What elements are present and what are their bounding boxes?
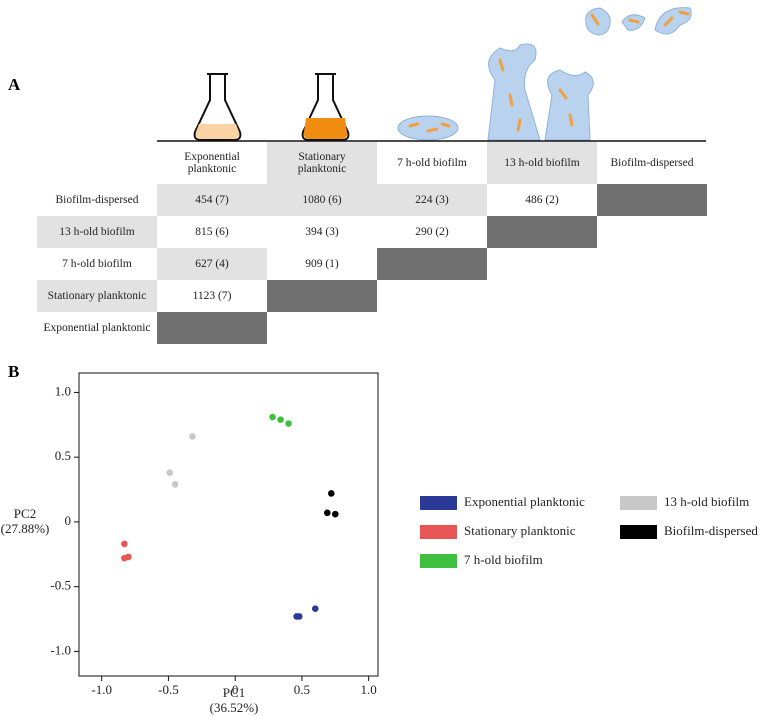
cell-text: 909 (1): [305, 258, 339, 270]
cell-text: 7 h-old biofilm: [397, 157, 467, 169]
legend-swatch: [620, 525, 657, 539]
table-cell: 815 (6): [157, 216, 267, 248]
point: [331, 510, 339, 518]
column-header: 7 h-old biofilm: [377, 142, 487, 184]
y-tick-label: -1.0: [50, 642, 71, 657]
point: [323, 509, 331, 517]
legend-label: 7 h-old biofilm: [464, 552, 543, 567]
cell-text: 13 h-old biofilm: [504, 157, 580, 169]
row-header: Biofilm-dispersed: [37, 184, 157, 216]
x-tick-label: 0: [232, 682, 239, 697]
flask-stationary: [301, 73, 350, 141]
y-tick-label: 0: [65, 513, 72, 528]
empty-cell: [157, 312, 267, 344]
table-cell: 486 (2): [487, 184, 597, 216]
point: [269, 413, 276, 421]
y-tick-label: -0.5: [50, 578, 71, 593]
cell-text: Stationary planktonic: [297, 151, 347, 175]
cell-text: 394 (3): [305, 226, 339, 238]
point: [171, 481, 179, 488]
point: [166, 469, 174, 477]
table-cell: 627 (4): [157, 248, 267, 280]
cell-text: 290 (2): [415, 226, 449, 238]
legend-swatch: [420, 525, 457, 539]
column-header: Biofilm-dispersed: [597, 142, 707, 184]
table-cell: 1080 (6): [267, 184, 377, 216]
cell-text: 454 (7): [195, 194, 229, 206]
y-axis-label: PC2: [14, 506, 36, 521]
empty-cell: [267, 280, 377, 312]
x-tick-label: 1.0: [361, 682, 377, 697]
x-axis-label: PC1: [223, 685, 245, 700]
cell-text: 1123 (7): [192, 290, 232, 302]
column-header: Exponential planktonic: [157, 142, 267, 184]
cell-text: 486 (2): [525, 194, 559, 206]
point: [125, 553, 132, 561]
cell-text: 1080 (6): [302, 194, 342, 206]
point: [277, 416, 284, 423]
point: [293, 613, 300, 620]
row-header: Exponential planktonic: [37, 312, 157, 344]
row-header: Stationary planktonic: [37, 280, 157, 312]
cell-text: 815 (6): [195, 226, 229, 238]
column-header: Stationary planktonic: [267, 142, 377, 184]
cell-text: 7 h-old biofilm: [62, 258, 132, 270]
legend-swatch: [420, 554, 457, 568]
legend-label: 13 h-old biofilm: [664, 494, 749, 509]
row-header: 7 h-old biofilm: [37, 248, 157, 280]
legend-label: Biofilm-dispersed: [664, 523, 758, 538]
legend-label: Exponential planktonic: [464, 494, 585, 509]
table-cell: 224 (3): [377, 184, 487, 216]
legend-label: Stationary planktonic: [464, 523, 576, 538]
table-cell: 290 (2): [377, 216, 487, 248]
legend-swatch: [620, 496, 657, 510]
x-tick-label: -1.0: [91, 682, 112, 697]
point: [121, 540, 128, 548]
table-cell: 909 (1): [267, 248, 377, 280]
point: [189, 433, 196, 440]
biofilm-drawings: [397, 7, 692, 141]
cell-text: Exponential planktonic: [184, 151, 240, 175]
point: [311, 605, 319, 612]
point: [327, 490, 335, 497]
row-header: 13 h-old biofilm: [37, 216, 157, 248]
illustration: [157, 7, 706, 142]
table-cell: 1123 (7): [157, 280, 267, 312]
y-axis-label: (27.88%): [1, 521, 50, 536]
empty-cell: [377, 248, 487, 280]
column-header: 13 h-old biofilm: [487, 142, 597, 184]
legend-swatch: [420, 496, 457, 510]
cell-text: Biofilm-dispersed: [610, 157, 694, 169]
cell-text: Biofilm-dispersed: [55, 194, 139, 206]
cell-text: 627 (4): [195, 258, 229, 270]
panel-label: B: [8, 362, 20, 381]
x-tick-label: 0.5: [294, 682, 310, 697]
cell-text: 13 h-old biofilm: [59, 226, 135, 238]
point: [285, 420, 292, 427]
cell-text: Stationary planktonic: [47, 290, 147, 302]
y-tick-label: 0.5: [55, 448, 71, 463]
point: [295, 613, 303, 620]
point: [121, 554, 128, 562]
panel-label: A: [8, 75, 21, 94]
empty-cell: [597, 184, 707, 216]
table-cell: 394 (3): [267, 216, 377, 248]
empty-cell: [487, 216, 597, 248]
x-tick-label: -0.5: [158, 682, 179, 697]
flask-exponential: [193, 73, 242, 141]
x-axis-label: (36.52%): [210, 700, 259, 715]
plot-frame: [78, 372, 379, 677]
cell-text: Exponential planktonic: [43, 322, 151, 334]
y-tick-label: 1.0: [55, 383, 71, 398]
table-cell: 454 (7): [157, 184, 267, 216]
cell-text: 224 (3): [415, 194, 449, 206]
